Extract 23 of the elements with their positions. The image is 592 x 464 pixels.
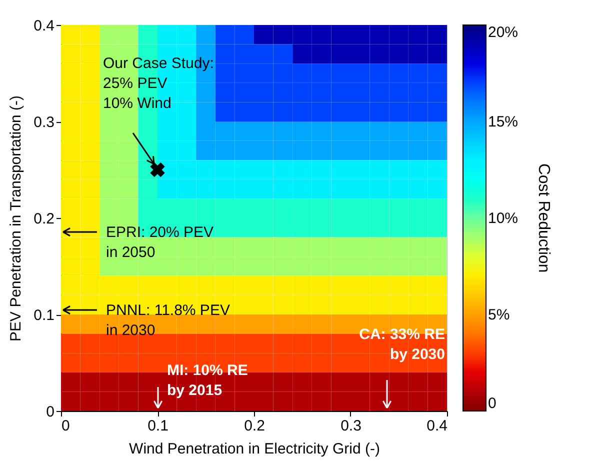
x-tick-label: 0.2 (244, 418, 265, 434)
color-bar-label: 5% (488, 306, 510, 324)
y-tick-label: 0.1 (34, 307, 54, 324)
x-tick-label: 0 (62, 418, 70, 434)
color-bar-label: 15% (488, 114, 518, 130)
annotation: MI: 10% RE by 2015 (167, 362, 248, 399)
y-tick-label: 0.4 (34, 18, 54, 34)
y-tick-label: 0.2 (34, 210, 54, 228)
y-tick-label: 0.3 (34, 114, 54, 131)
color-bar-label: 20% (488, 24, 518, 41)
x-tick-label: 0.1 (148, 418, 168, 434)
y-axis-title: PEV Penetration in Transportation (-) (8, 96, 25, 342)
x-tick-label: 0.4 (426, 418, 448, 434)
x-axis-title: Wind Penetration in Electricity Grid (-) (129, 440, 380, 458)
color-bar-title: Cost Reduction (535, 163, 552, 273)
annotation: CA: 33% RE by 2030 (359, 326, 445, 363)
x-tick-label: 0.3 (340, 418, 362, 434)
y-tick-label: 0 (46, 404, 54, 420)
annotation: Our Case Study: 25% PEV 10% Wind (103, 55, 214, 112)
annotation: EPRI: 20% PEV in 2050 (106, 224, 214, 261)
annotation: PNNL: 11.8% PEV in 2030 (106, 302, 230, 339)
color-bar-label: 10% (488, 210, 518, 227)
color-bar-label: 0 (488, 395, 496, 412)
